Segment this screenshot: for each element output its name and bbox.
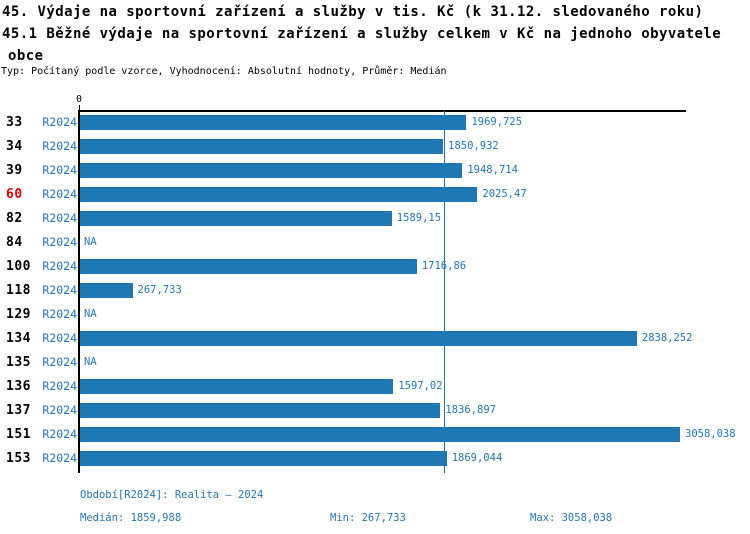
bar: [80, 259, 417, 274]
value-label: 1948,714: [467, 164, 518, 176]
row-label: 153: [6, 451, 31, 466]
row-label: 151: [6, 427, 31, 442]
period-label: R2024: [42, 259, 77, 273]
bar: [80, 379, 394, 394]
value-label: 1836,897: [445, 404, 496, 416]
row-label: 134: [6, 331, 31, 346]
page-title-line-1: 45. Výdaje na sportovní zařízení a služb…: [2, 4, 704, 20]
row-label: 118: [6, 283, 31, 298]
footer-median: Medián: 1859,988: [80, 512, 182, 524]
period-label: R2024: [42, 379, 77, 393]
value-label: 3058,038: [685, 428, 736, 440]
row-label: 136: [6, 379, 31, 394]
row-label: 135: [6, 355, 31, 370]
period-label: R2024: [42, 163, 77, 177]
footer-period: Období[R2024]: Realita – 2024: [80, 489, 264, 501]
meta-line: Typ: Počítaný podle vzorce, Vyhodnocení:…: [1, 66, 447, 77]
bar: [80, 427, 680, 442]
bar: [80, 115, 467, 130]
value-label: 1969,725: [471, 116, 523, 128]
bar: [80, 451, 447, 466]
value-label: 2025,47: [482, 188, 527, 200]
period-label: R2024: [42, 307, 77, 321]
page-title-line-3: obce: [8, 48, 44, 64]
period-label: R2024: [42, 355, 77, 369]
page-title-line-2: 45.1 Běžné výdaje na sportovní zařízení …: [2, 26, 722, 42]
period-label: R2024: [42, 139, 77, 153]
row-label: 100: [6, 259, 31, 274]
value-label: 1716,86: [421, 260, 467, 272]
axis-zero-label: 0: [75, 94, 83, 105]
value-label: 2838,252: [641, 332, 693, 344]
row-label: 137: [6, 403, 31, 418]
value-label: 1589,15: [396, 212, 442, 224]
x-axis-line: [78, 110, 686, 112]
bar: [80, 211, 392, 226]
period-label: R2024: [42, 283, 77, 297]
value-label: 1869,044: [451, 452, 503, 464]
axis-tick: [79, 105, 80, 111]
row-label: 82: [6, 211, 23, 226]
bar: [80, 403, 441, 418]
row-label: 84: [6, 235, 23, 250]
period-label: R2024: [42, 427, 77, 441]
period-label: R2024: [42, 235, 77, 249]
period-label: R2024: [42, 187, 77, 201]
value-label: 267,733: [137, 284, 182, 296]
bar: [80, 139, 444, 154]
na-label: NA: [84, 236, 97, 248]
na-label: NA: [84, 356, 97, 368]
period-label: R2024: [42, 451, 77, 465]
row-label: 39: [6, 163, 23, 178]
bar: [80, 283, 133, 298]
row-label: 33: [6, 115, 23, 130]
period-label: R2024: [42, 115, 77, 129]
y-axis-line: [78, 111, 80, 473]
row-label: 129: [6, 307, 31, 322]
footer-min: Min: 267,733: [330, 512, 406, 524]
row-label: 60: [6, 187, 23, 202]
bar: [80, 163, 463, 178]
bar: [80, 187, 478, 202]
value-label: 1597,02: [398, 380, 443, 392]
period-label: R2024: [42, 403, 77, 417]
median-line: [443, 111, 446, 473]
footer-max: Max: 3058,038: [530, 512, 613, 524]
na-label: NA: [84, 308, 97, 320]
period-label: R2024: [42, 211, 77, 225]
bar: [80, 331, 637, 346]
row-label: 34: [6, 139, 23, 154]
period-label: R2024: [42, 331, 77, 345]
value-label: 1850,932: [448, 140, 499, 152]
